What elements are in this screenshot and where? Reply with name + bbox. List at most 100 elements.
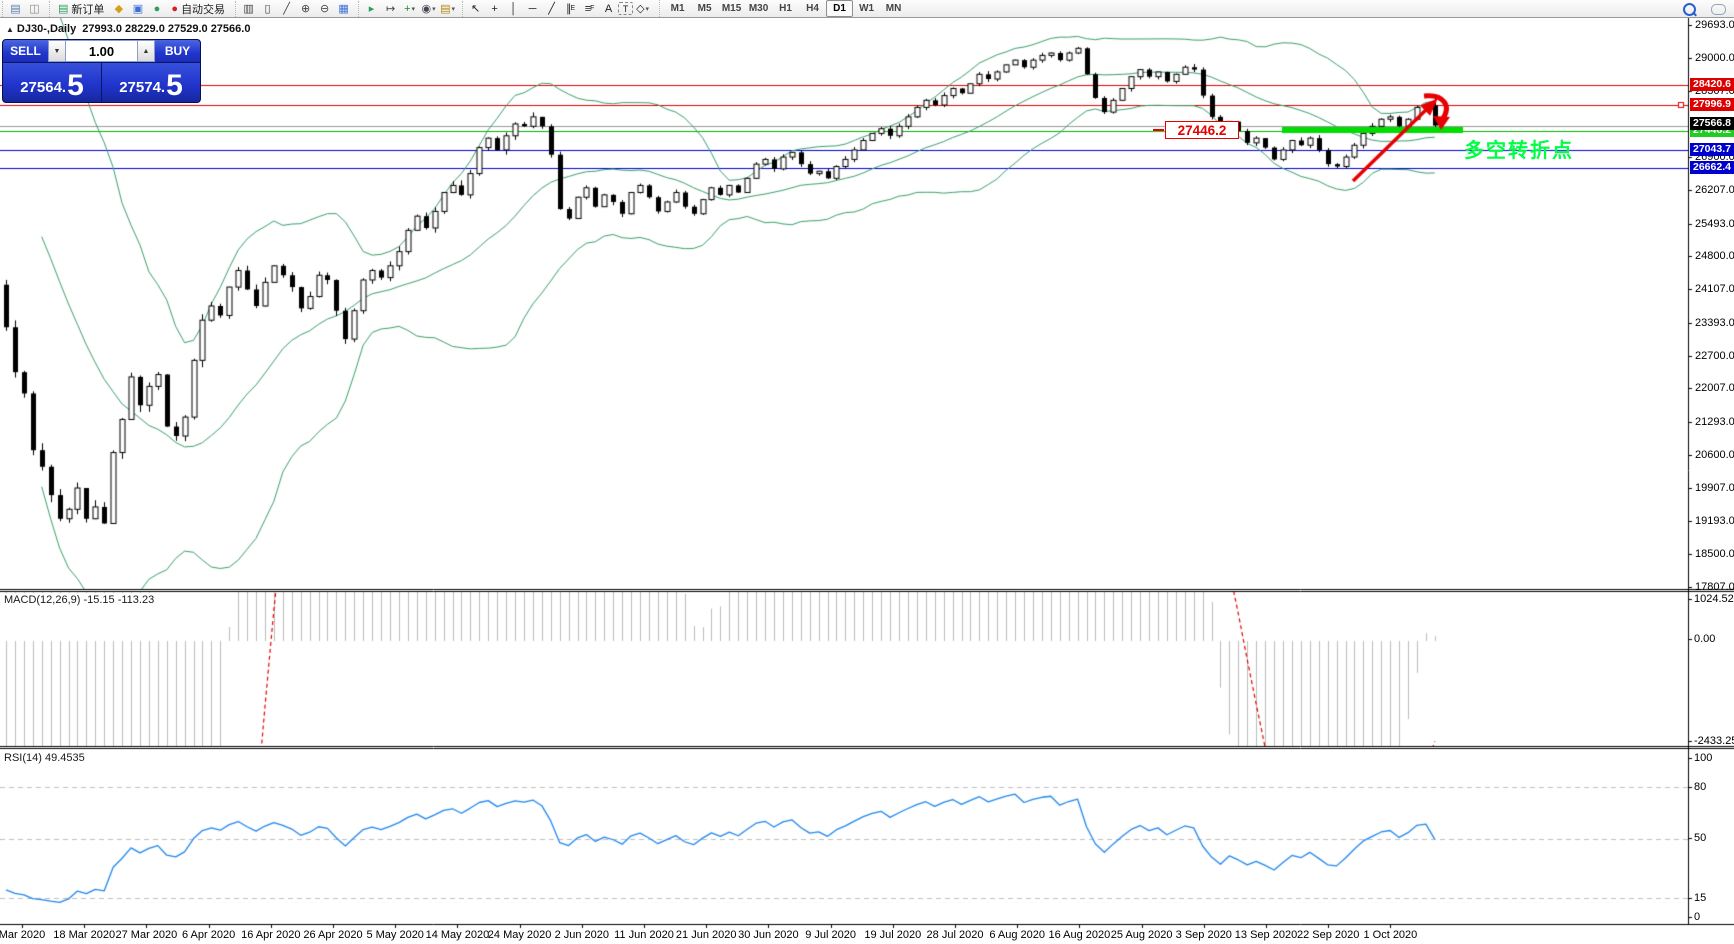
label-icon[interactable]: T — [618, 2, 634, 15]
horizontal-line-icon[interactable]: ─ — [528, 2, 537, 15]
new-order-button-label: 新订单 — [71, 3, 105, 16]
buy-price-display[interactable]: 27574. 5 — [102, 63, 200, 102]
text-icon[interactable]: A — [604, 2, 613, 15]
vertical-line-icon[interactable]: │ — [510, 2, 517, 15]
timeframe-m30[interactable]: M30 — [748, 3, 769, 14]
price-axis-tick: 21293.0 — [1695, 416, 1734, 429]
periods-icon[interactable]: ◉ ▾ — [421, 3, 436, 15]
tools-group: ↖ + │ ─ ╱ ∥ E ≡ F A T ◇ ▾ — [462, 0, 655, 17]
volume-decrease-button[interactable]: ▼ — [48, 40, 66, 62]
metaeditor-icon[interactable]: ▣ — [132, 3, 144, 15]
date-axis-label: 18 Mar 2020 — [53, 929, 116, 941]
price-line-badge: 28420.6 — [1690, 78, 1734, 92]
charts-group: ▤ ◫ — [2, 0, 47, 17]
timeframe-h4[interactable]: H4 — [806, 3, 819, 14]
one-click-trade-panel: SELL ▼ 1.00 ▲ BUY 27564. 5 27574. 5 — [2, 39, 201, 103]
toolbar: ▤ ◫ ▤ 新订单 ◆ ▣ ● ● 自动交易 ▥ ▯ ╱ ⊕ ⊖ ▦ ▸ ↦ + ▾ ◉ ▾ ▤ ▾ ↖ + │ ─ ╱ ∥ E ≡ F A T ◇… — [0, 0, 1734, 18]
cursor-icon[interactable]: ↖ — [470, 3, 481, 15]
date-axis-label: 13 Sep 2020 — [1234, 929, 1298, 941]
timeframe-mn[interactable]: MN — [885, 3, 902, 14]
collapse-triangle-icon[interactable]: ▲ — [6, 25, 14, 34]
fibonacci-icon[interactable]: ≡ F — [584, 2, 595, 15]
new-order-button-icon: ▤ — [58, 3, 69, 15]
timeframe-m5[interactable]: M5 — [697, 3, 712, 14]
buy-price-big-digit: 5 — [166, 69, 183, 102]
tile-windows-icon[interactable]: ▦ — [338, 3, 349, 15]
date-axis-label: 14 May 2020 — [425, 929, 490, 941]
market-watch-icon[interactable]: ◆ — [114, 3, 124, 15]
zoom-in-icon[interactable]: ⊕ — [300, 3, 311, 15]
trendline-icon[interactable]: ╱ — [548, 3, 555, 15]
buy-button[interactable]: BUY — [155, 40, 200, 62]
rsi-axis-tick: 0 — [1694, 911, 1701, 923]
price-axis-tick: 29693.0 — [1695, 19, 1734, 31]
buy-price-main: 27574. — [119, 79, 166, 96]
macd-indicator-label: MACD(12,26,9) -15.15 -113.23 — [4, 594, 155, 606]
volume-increase-button[interactable]: ▲ — [137, 40, 155, 62]
price-axis-tick: 24107.0 — [1695, 283, 1734, 296]
turning-point-annotation[interactable]: 多空转折点 — [1464, 140, 1574, 162]
rsi-indicator-label: RSI(14) 49.4535 — [4, 752, 85, 764]
date-axis-label: 30 Jun 2020 — [738, 929, 799, 941]
price-axis-tick: 19193.0 — [1695, 515, 1734, 528]
community-icon[interactable]: ● — [153, 2, 161, 15]
date-axis-label: Mar 2020 — [0, 929, 46, 941]
search-glass-shape — [1683, 3, 1697, 17]
periods-icon-dropdown[interactable]: ▾ — [432, 5, 436, 13]
ohlc-values: 27993.0 28229.0 27529.0 27566.0 — [82, 23, 251, 35]
price-annotation-box[interactable]: 27446.2 — [1165, 121, 1239, 139]
date-axis-label: 22 Sep 2020 — [1296, 929, 1360, 941]
date-axis-label: 5 May 2020 — [366, 929, 424, 941]
rsi-axis-tick: 80 — [1694, 781, 1707, 793]
indicators-icon[interactable]: + ▾ — [404, 2, 416, 15]
timeframe-m1[interactable]: M1 — [670, 3, 685, 14]
chart-type-group: ▥ ▯ ╱ ⊕ ⊖ ▦ — [235, 0, 356, 17]
auto-trading-button-label: 自动交易 — [181, 3, 226, 16]
auto-trading-button[interactable]: ● 自动交易 — [166, 1, 230, 16]
new-order-button[interactable]: ▤ 新订单 — [53, 1, 109, 16]
price-axis-tick: 23393.0 — [1695, 316, 1734, 329]
templates-icon[interactable]: ▤ ▾ — [440, 3, 456, 15]
channel-icon[interactable]: ∥ E — [565, 3, 576, 15]
zoom-out-icon[interactable]: ⊖ — [319, 3, 330, 15]
shapes-icon[interactable]: ◇ ▾ — [636, 3, 650, 15]
line-chart-icon[interactable]: ╱ — [283, 3, 290, 15]
bar-chart-icon[interactable]: ▥ — [243, 3, 254, 15]
sell-button[interactable]: SELL — [3, 40, 48, 62]
timeframe-m15[interactable]: M15 — [721, 3, 742, 14]
timeframe-d1[interactable]: D1 — [826, 0, 854, 17]
sell-price-display[interactable]: 27564. 5 — [3, 63, 101, 102]
date-axis-label: 11 Jun 2020 — [614, 929, 674, 941]
chart-shift-icon[interactable]: ↦ — [385, 3, 396, 15]
sell-price-big-digit: 5 — [67, 69, 84, 102]
chat-icon[interactable] — [1709, 1, 1728, 18]
price-axis-tick: 24800.0 — [1695, 250, 1734, 263]
chat-bubble-shape — [1711, 4, 1726, 15]
crosshair-icon[interactable]: + — [491, 2, 498, 15]
price-axis-tick: 18500.0 — [1695, 548, 1734, 561]
candlestick-chart-icon[interactable]: ▯ — [264, 3, 271, 15]
templates-icon-dropdown[interactable]: ▾ — [451, 5, 456, 13]
auto-scroll-icon[interactable]: ▸ — [368, 3, 375, 15]
volume-input[interactable]: 1.00 — [66, 40, 137, 62]
new-chart-icon[interactable]: ▤ — [10, 3, 21, 15]
macd-axis-tick: -2433.25 — [1694, 735, 1734, 747]
indicators-icon-dropdown[interactable]: ▾ — [411, 5, 416, 13]
date-axis-label: 24 May 2020 — [487, 929, 552, 941]
date-axis-label: 3 Sep 2020 — [1175, 929, 1232, 941]
rsi-axis-tick: 15 — [1694, 892, 1707, 904]
chart-profiles-icon[interactable]: ◫ — [29, 3, 40, 15]
timeframe-h1[interactable]: H1 — [779, 3, 792, 14]
search-icon[interactable] — [1680, 1, 1699, 18]
shapes-icon-dropdown[interactable]: ▾ — [645, 5, 650, 13]
macd-axis-tick: 1024.52 — [1694, 593, 1734, 605]
timeframe-w1[interactable]: W1 — [859, 3, 875, 14]
date-axis-label: 9 Jul 2020 — [805, 929, 856, 941]
symbol-period-label: DJ30-,Daily — [16, 23, 77, 35]
price-axis-tick: 22007.0 — [1695, 382, 1734, 395]
order-group: ▤ 新订单 ◆ ▣ ● ● 自动交易 — [49, 0, 233, 17]
rsi-axis-tick: 50 — [1694, 832, 1707, 844]
price-line-badge: 26662.4 — [1690, 161, 1734, 175]
